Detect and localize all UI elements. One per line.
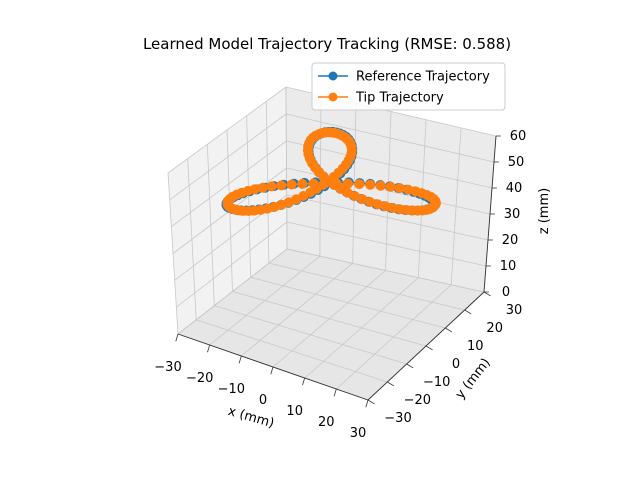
- tip-trajectory-point: [375, 180, 386, 191]
- grid-line-y-floor: [250, 276, 446, 329]
- y-tick-label: 10: [467, 339, 484, 354]
- y-tick-label: 30: [506, 303, 523, 318]
- tip-trajectory-point: [286, 179, 297, 190]
- tick-labels: −30−20−100102030−30−20−10010203001020304…: [154, 129, 526, 441]
- tip-trajectory-point: [257, 182, 268, 193]
- legend-label-reference: Reference Trajectory: [356, 70, 490, 85]
- x-tick-label: −20: [186, 371, 213, 386]
- x-tick-label-mark: [207, 344, 211, 353]
- y-tick-label-mark: [425, 345, 433, 351]
- x-tick-label-mark: [270, 366, 274, 375]
- chart-title: Learned Model Trajectory Tracking (RMSE:…: [143, 35, 511, 53]
- y-tick-label: 20: [486, 321, 503, 336]
- y-tick-label: 0: [452, 357, 460, 372]
- tip-trajectory-point: [357, 194, 368, 205]
- grid-line-y-floor: [232, 291, 427, 347]
- y-tick-label-mark: [483, 291, 491, 297]
- x-tick-label-mark: [365, 399, 369, 408]
- grid-line-z-left: [171, 140, 287, 227]
- legend: Reference Trajectory Tip Trajectory: [311, 62, 506, 111]
- z-tick-label: 30: [504, 207, 521, 222]
- legend-marker-tip: [328, 92, 338, 102]
- legend-frame: [311, 62, 506, 111]
- tip-trajectory-point: [426, 202, 437, 213]
- y-tick-label: −30: [384, 411, 411, 426]
- y-tick-label-mark: [367, 399, 375, 405]
- y-tick-label-mark: [464, 309, 472, 315]
- z-tick-label: 40: [506, 181, 523, 196]
- tip-trajectory-point: [365, 179, 376, 190]
- x-tick-label: −30: [154, 360, 181, 375]
- grid-line-z-back: [286, 221, 487, 267]
- grid-line-z-left: [176, 221, 288, 308]
- x-tick-label-mark: [238, 355, 242, 364]
- tip-trajectory-point: [354, 179, 365, 190]
- tip-trajectory-point: [266, 181, 277, 192]
- x-tick-label: 0: [259, 393, 267, 408]
- grid-line-z-back: [286, 248, 485, 293]
- y-tick-label-mark: [445, 327, 453, 333]
- y-tick-label-mark: [406, 363, 414, 369]
- x-tick-label-mark: [175, 333, 179, 342]
- x-tick-label-mark: [302, 377, 306, 386]
- x-tick-label: 20: [318, 415, 335, 430]
- grid-line-y-floor: [214, 305, 407, 365]
- y-tick-label: −10: [423, 375, 450, 390]
- grid-line-z-left: [169, 113, 287, 201]
- tip-trajectory-point: [365, 197, 375, 207]
- y-tick-label-mark: [387, 381, 395, 387]
- z-tick-label: 0: [502, 285, 510, 300]
- tip-trajectory-point: [385, 181, 396, 192]
- tip-trajectory-point: [394, 183, 405, 194]
- tip-trajectory-point: [372, 199, 383, 210]
- z-tick-label: 50: [508, 155, 525, 170]
- grid-line-z-left: [177, 248, 288, 335]
- x-tick-label: 10: [286, 404, 303, 419]
- grid-line-z-back: [286, 140, 493, 189]
- x-axis-label: x (mm): [226, 404, 276, 431]
- grid-line-y-floor: [268, 262, 465, 311]
- grid-lines: [167, 86, 497, 401]
- tip-trajectory-point: [297, 178, 308, 189]
- grid-line-z-back: [286, 194, 489, 241]
- z-tick-label: 20: [502, 233, 519, 248]
- y-tick-label: −20: [404, 393, 431, 408]
- legend-marker-reference: [328, 71, 338, 81]
- tip-trajectory-point: [342, 178, 353, 189]
- grid-line-y-floor: [196, 319, 388, 383]
- x-tick-label-mark: [333, 388, 337, 397]
- z-tick-label: 10: [500, 259, 517, 274]
- series-tip-trajectory: [222, 127, 441, 216]
- tip-trajectory-point: [403, 184, 414, 195]
- grid-line-z-left: [167, 86, 287, 174]
- z-axis-label: z (mm): [537, 188, 552, 234]
- grid-line-z-back: [286, 113, 495, 163]
- tip-trajectory-point: [349, 191, 360, 202]
- tip-trajectory-point: [276, 180, 287, 191]
- x-tick-label: 30: [350, 426, 367, 441]
- x-tick-label: −10: [218, 382, 245, 397]
- legend-label-tip: Tip Trajectory: [355, 91, 444, 106]
- z-tick-label: 60: [510, 129, 527, 144]
